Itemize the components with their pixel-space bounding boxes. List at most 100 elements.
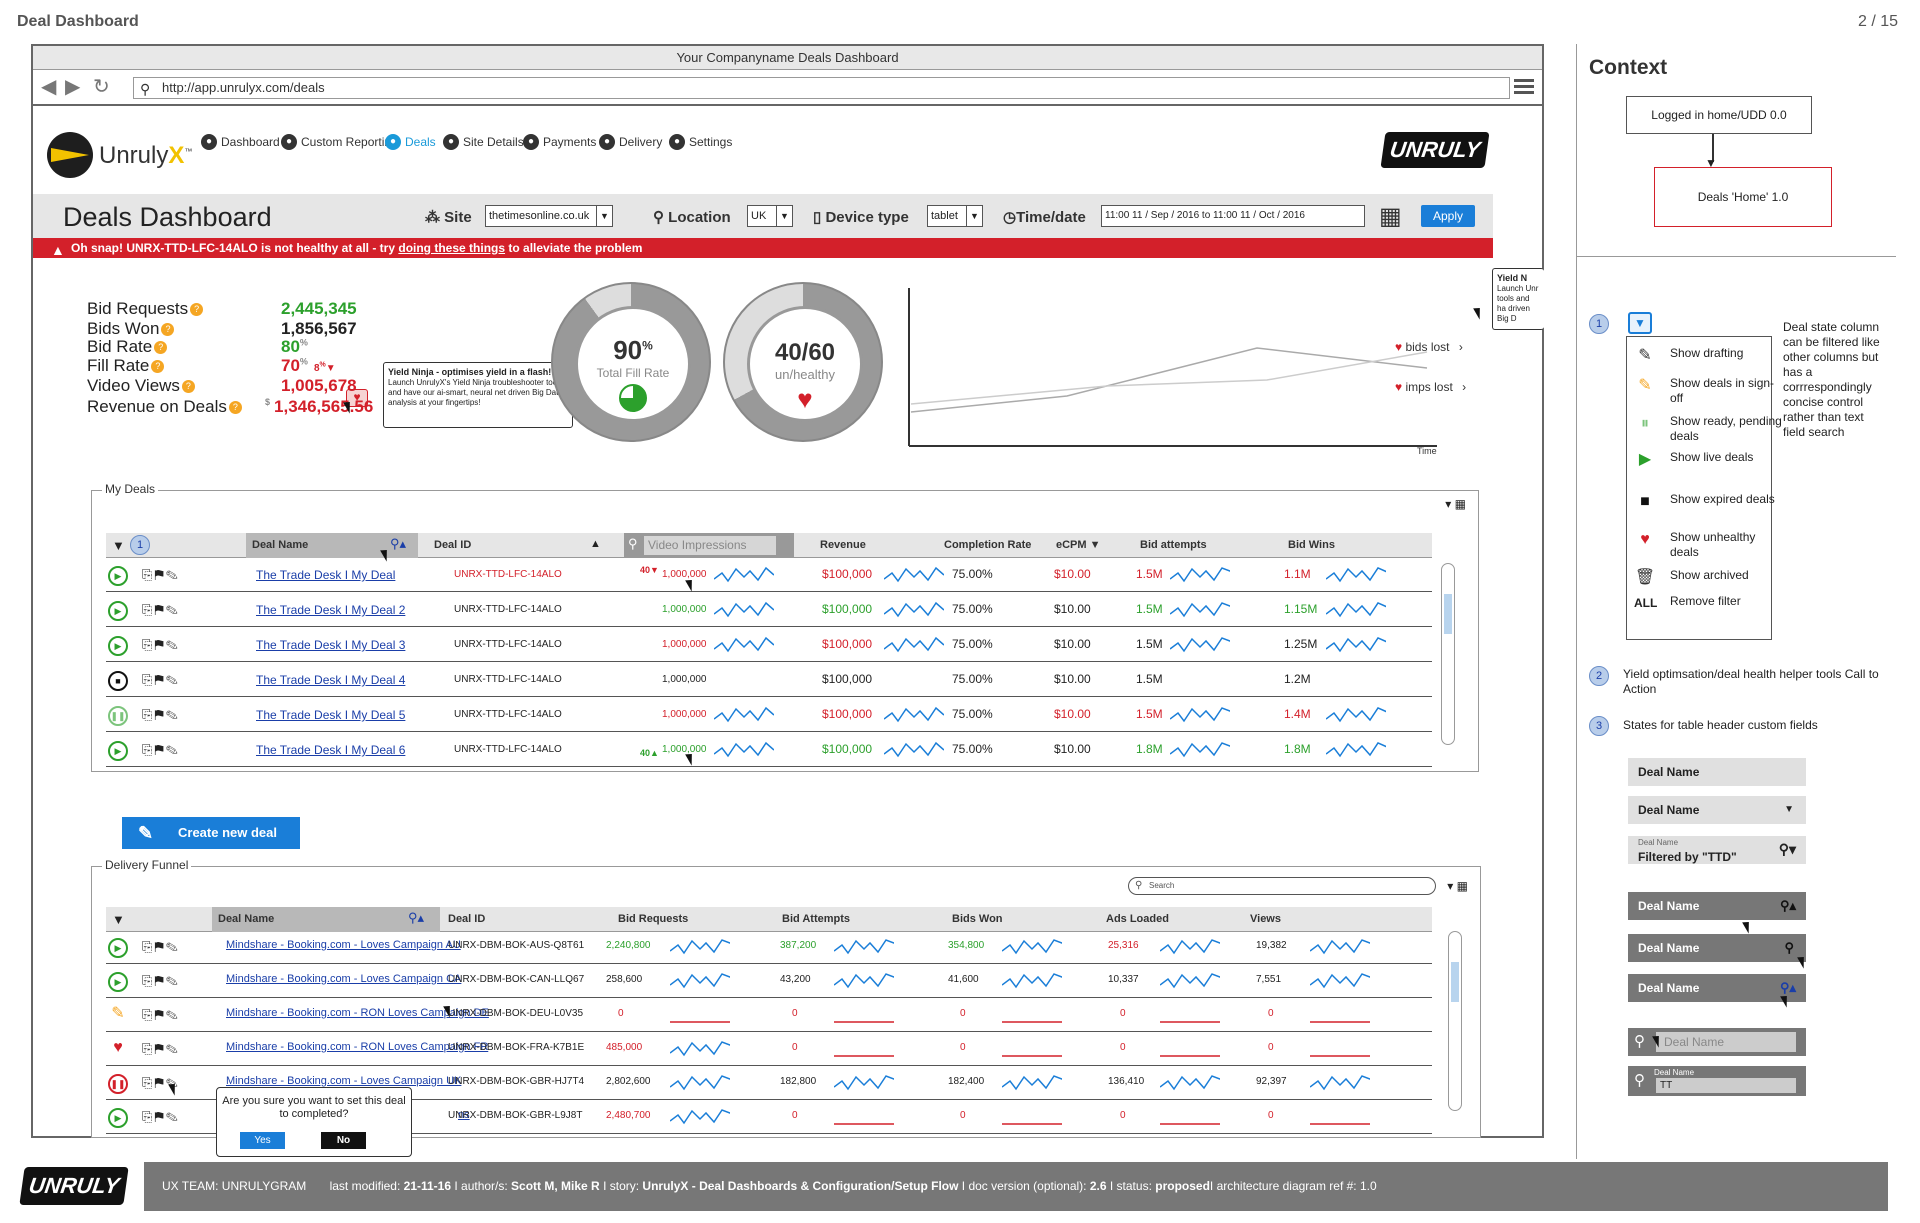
column-settings-icon[interactable]: ▾ ▦ <box>1445 497 1466 511</box>
nav-item-custom-reporting[interactable]: ● Custom Reporting <box>281 134 398 150</box>
deal-name-header-active[interactable] <box>246 533 418 558</box>
pencil-square-icon[interactable]: ✎ <box>111 1005 125 1022</box>
flag-icon[interactable]: ⚑ <box>154 602 166 617</box>
help-icon[interactable]: ? <box>154 341 168 355</box>
sort-asc-icon[interactable]: ▲ <box>590 538 601 550</box>
header-bids-won[interactable]: Bids Won <box>952 913 1003 925</box>
create-new-deal-button[interactable]: ✎ Create new deal <box>122 817 300 849</box>
copy-icon[interactable]: ⎘ <box>142 602 155 617</box>
edit-icon[interactable]: ✎ <box>165 1075 180 1090</box>
header-bid-attempts[interactable]: Bid attempts <box>1140 539 1207 551</box>
header-deal-id[interactable]: Deal ID <box>448 913 486 925</box>
help-icon[interactable]: ? <box>190 303 204 317</box>
play-circle-icon[interactable]: ▶ <box>108 972 128 992</box>
heart-pulse-icon[interactable]: ♥ <box>113 1039 123 1056</box>
flag-icon[interactable]: ⚑ <box>154 1109 166 1124</box>
deal-name-link[interactable]: ns <box>458 1109 470 1121</box>
play-circle-icon[interactable]: ▶ <box>108 636 128 656</box>
table-row[interactable]: ❚❚ ⎘⚑✎ Mindshare - Booking.com - Loves Cam… <box>106 1067 1432 1100</box>
pause-circle-icon[interactable]: ❚❚ <box>108 706 128 726</box>
url-field[interactable]: ⚲ http://app.unrulyx.com/deals <box>133 77 1510 99</box>
unrulyx-logo[interactable]: UnrulyX™ <box>47 132 197 184</box>
alert-link[interactable]: doing these things <box>398 241 506 255</box>
header-state-filtered[interactable]: Deal Name Filtered by "TTD" ⚲▾ <box>1628 836 1806 864</box>
table-row[interactable]: ▶ ⎘⚑✎ The Trade Desk I My Deal 2 UNRX-TTD-L… <box>106 594 1432 627</box>
help-icon[interactable]: ? <box>228 401 242 415</box>
filter-option-5[interactable]: ♥ Show unhealthy deals <box>1638 530 1768 560</box>
header-state-default[interactable]: Deal Name <box>1628 758 1806 786</box>
search-sort-icon[interactable]: ⚲▴ <box>408 910 425 925</box>
play-circle-icon[interactable]: ▶ <box>108 1108 128 1128</box>
table-row[interactable]: ▶ ⎘⚑✎ Mindshare - Booking.com - Loves Camp… <box>106 965 1432 998</box>
copy-icon[interactable]: ⎘ <box>142 742 155 757</box>
header-ecpm[interactable]: eCPM ▼ <box>1056 539 1101 551</box>
help-icon[interactable]: ? <box>181 380 195 394</box>
column-settings-icon[interactable]: ▾ ▦ <box>1447 879 1468 893</box>
header-state-search[interactable]: ⚲ Deal Name <box>1628 1028 1806 1056</box>
table-row[interactable]: ✎ ⎘⚑✎ Mindshare - Booking.com - RON Loves … <box>106 999 1432 1032</box>
yield-ninja-heart-icon[interactable]: ♥ <box>346 389 368 407</box>
deal-name-link[interactable]: Mindshare - Booking.com - RON Loves Camp… <box>226 1007 489 1019</box>
copy-icon[interactable]: ⎘ <box>142 1041 155 1056</box>
header-deal-id[interactable]: Deal ID <box>434 539 472 551</box>
flag-icon[interactable]: ⚑ <box>154 707 166 722</box>
deal-name-link[interactable]: Mindshare - Booking.com - Loves Campaign… <box>226 939 461 951</box>
flag-icon[interactable]: ⚑ <box>154 672 166 687</box>
table-row[interactable]: ■ ⎘⚑✎ The Trade Desk I My Deal 4 UNRX-TTD-L… <box>106 664 1432 697</box>
nav-item-dashboard[interactable]: ● Dashboard <box>201 134 280 150</box>
filter-badge[interactable]: 1 <box>130 535 150 555</box>
flag-icon[interactable]: ⚑ <box>154 1007 166 1022</box>
header-ads-loaded[interactable]: Ads Loaded <box>1106 913 1169 925</box>
copy-icon[interactable]: ⎘ <box>142 1007 155 1022</box>
back-arrow-icon[interactable]: ◀ <box>41 76 57 98</box>
play-circle-icon[interactable]: ▶ <box>108 601 128 621</box>
flag-icon[interactable]: ⚑ <box>154 973 166 988</box>
copy-icon[interactable]: ⎘ <box>142 1109 155 1124</box>
copy-icon[interactable]: ⎘ <box>142 939 155 954</box>
header-deal-name[interactable]: Deal Name <box>218 913 275 925</box>
copy-icon[interactable]: ⎘ <box>142 672 155 687</box>
copy-icon[interactable]: ⎘ <box>142 707 155 722</box>
nav-item-delivery[interactable]: ● Delivery <box>599 134 662 150</box>
copy-icon[interactable]: ⎘ <box>142 637 155 652</box>
table-row[interactable]: ▶ ⎘⚑✎ ns UNRX-DBM-BOK-GBR-L9J8T 2,480,700 0 0 0… <box>106 1101 1432 1134</box>
header-state-active-1[interactable]: Deal Name ⚲▴ <box>1628 892 1806 920</box>
apply-button[interactable]: Apply <box>1421 205 1475 227</box>
edit-icon[interactable]: ✎ <box>165 1041 180 1056</box>
edit-icon[interactable]: ✎ <box>165 567 180 582</box>
refresh-icon[interactable]: ↻ <box>93 76 110 98</box>
table-row[interactable]: ♥ ⎘⚑✎ Mindshare - Booking.com - RON Loves … <box>106 1033 1432 1066</box>
table-row[interactable]: ▶ ⎘⚑✎ The Trade Desk I My Deal 3 UNRX-TTD-L… <box>106 629 1432 662</box>
location-select[interactable]: UK ▼ <box>747 205 793 227</box>
filter-option-3[interactable]: ▶ Show live deals <box>1638 450 1768 480</box>
funnel-scrollbar[interactable] <box>1448 931 1462 1111</box>
edit-icon[interactable]: ✎ <box>165 672 180 687</box>
search-sort-icon[interactable]: ⚲▴ <box>390 536 407 551</box>
header-deal-name[interactable]: Deal Name <box>252 539 309 551</box>
header-state-hover[interactable]: Deal Name ▼ <box>1628 796 1806 824</box>
time-range-field[interactable]: 11:00 11 / Sep / 2016 to 11:00 11 / Oct … <box>1101 205 1365 227</box>
play-circle-icon[interactable]: ▶ <box>108 566 128 586</box>
filter-option-1[interactable]: ✎ Show deals in sign-off <box>1638 376 1774 406</box>
header-completion-rate[interactable]: Completion Rate <box>944 539 1032 551</box>
deal-name-link[interactable]: Mindshare - Booking.com - Loves Campaign… <box>226 1075 462 1087</box>
header-state-typing[interactable]: ⚲ Deal Name TT <box>1628 1066 1806 1096</box>
header-bid-wins[interactable]: Bid Wins <box>1288 539 1335 551</box>
filter-option-7[interactable]: ALL Remove filter <box>1634 594 1768 624</box>
legend-bids-lost[interactable]: ♥ bids lost › <box>1395 340 1463 354</box>
deal-name-link[interactable]: The Trade Desk I My Deal 2 <box>256 603 406 617</box>
play-circle-icon[interactable]: ▶ <box>108 938 128 958</box>
edit-icon[interactable]: ✎ <box>165 742 180 757</box>
filter-option-4[interactable]: ■ Show expired deals <box>1638 492 1775 522</box>
help-icon[interactable]: ? <box>151 360 165 374</box>
deal-name-link[interactable]: The Trade Desk I My Deal <box>256 568 396 582</box>
deal-name-link[interactable]: Mindshare - Booking.com - RON Loves Camp… <box>226 1041 489 1053</box>
stop-circle-icon[interactable]: ■ <box>108 671 128 691</box>
header-bid-attempts[interactable]: Bid Attempts <box>782 913 851 925</box>
copy-icon[interactable]: ⎘ <box>142 1075 155 1090</box>
table-row[interactable]: ❚❚ ⎘⚑✎ The Trade Desk I My Deal 5 UNRX-TTD-… <box>106 699 1432 732</box>
calendar-icon[interactable]: ▦ <box>1379 203 1402 230</box>
my-deals-scrollbar[interactable] <box>1441 563 1455 745</box>
help-icon[interactable]: ? <box>161 323 175 337</box>
state-filter-icon[interactable]: ▼ <box>1628 312 1652 334</box>
